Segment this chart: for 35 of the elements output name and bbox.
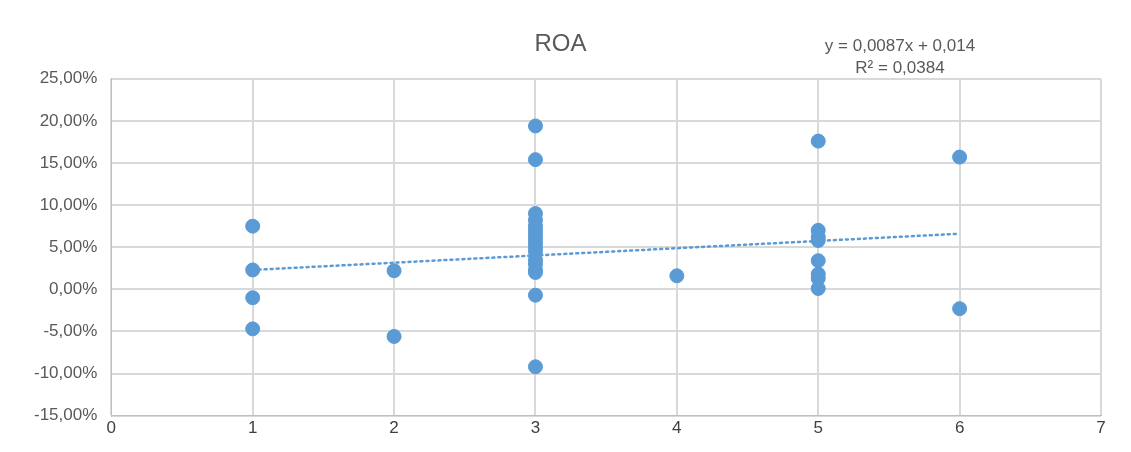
x-tick-label: 0 (106, 418, 117, 438)
y-tick-label: 25,00% (39, 68, 98, 88)
text: y = 0,0087x + 0,014 (824, 35, 976, 55)
point (245, 218, 261, 234)
text: R² = 0,0384 (855, 57, 945, 77)
point (245, 321, 261, 337)
point (245, 290, 261, 306)
point (386, 263, 402, 279)
point (245, 262, 261, 278)
chart-title: ROA (534, 29, 587, 57)
point (952, 149, 968, 165)
x-tick-label: 3 (530, 418, 541, 438)
point (952, 301, 968, 317)
x-tick-label: 5 (813, 418, 823, 438)
point (810, 133, 826, 149)
point (527, 359, 543, 375)
point (527, 287, 543, 303)
x-tick-label: 7 (1096, 418, 1106, 438)
x-tick-label: 1 (247, 418, 258, 438)
y-tick-label: -15,00% (33, 405, 98, 425)
x-tick-label: 2 (389, 418, 399, 438)
y-tick-label: 15,00% (39, 152, 98, 172)
point (527, 118, 543, 134)
y-tick-label: -10,00% (33, 363, 98, 383)
y-tick-label: 0,00% (49, 278, 98, 298)
x-tick-label: 6 (954, 418, 965, 438)
point (386, 328, 402, 344)
y-tick-label: 10,00% (39, 194, 98, 214)
point (669, 268, 685, 284)
point (810, 253, 826, 269)
y-tick-label: 20,00% (39, 110, 98, 130)
y-tick-label: -5,00% (43, 321, 98, 341)
x-tick-label: 4 (672, 418, 682, 438)
y-tick-label: 5,00% (49, 236, 98, 256)
point (527, 152, 543, 168)
